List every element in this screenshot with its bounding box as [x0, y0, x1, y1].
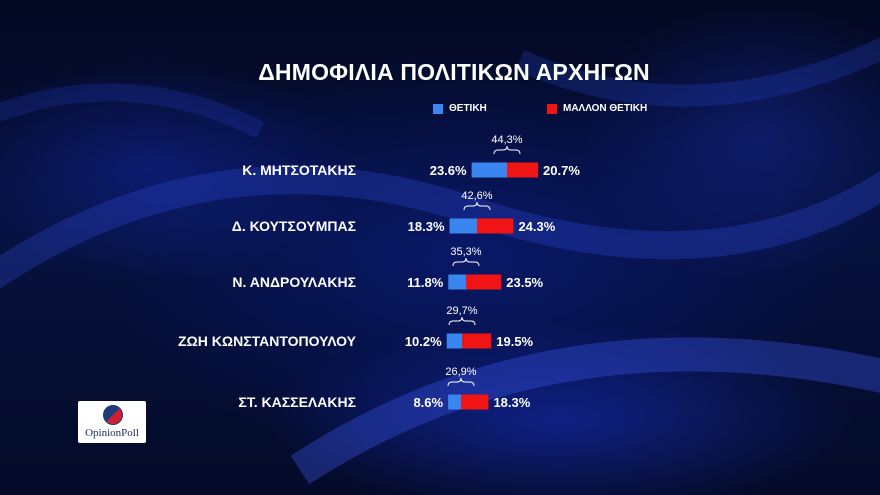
total-label: 26,9% [445, 366, 476, 378]
value-label-rather-positive: 18.3% [493, 395, 530, 410]
bar-positive [448, 394, 461, 410]
chart-title: ΔΗΜΟΦΙΛΙΑ ΠΟΛΙΤΙΚΩΝ ΑΡΧΗΓΩΝ [258, 59, 650, 85]
value-label-rather-positive: 24.3% [518, 219, 555, 234]
value-label-positive: 10.2% [405, 334, 442, 349]
bar-positive [471, 162, 507, 178]
total-brace [452, 257, 480, 267]
value-label-rather-positive: 20.7% [543, 163, 580, 178]
bar-rather-positive [507, 162, 539, 178]
total-brace [493, 145, 521, 155]
bar-rather-positive [461, 394, 489, 410]
value-label-positive: 23.6% [430, 163, 467, 178]
total-brace [447, 377, 475, 387]
legend-swatch-rather-positive [547, 103, 557, 114]
value-label-rather-positive: 19.5% [496, 334, 533, 349]
politician-name: Κ. ΜΗΤΣΟΤΑΚΗΣ [242, 162, 356, 178]
bar-rather-positive [477, 218, 514, 234]
total-label: 35,3% [450, 246, 481, 258]
opinionpoll-logo: OpinionPoll [78, 401, 146, 443]
legend-swatch-positive [433, 103, 443, 114]
legend-item-rather-positive: ΜΑΛΛΟΝ ΘΕΤΙΚΗ [547, 103, 647, 114]
bar-rather-positive [462, 333, 492, 349]
legend-item-positive: ΘΕΤΙΚΗ [433, 103, 487, 114]
value-label-positive: 18.3% [408, 219, 445, 234]
total-brace [463, 201, 491, 211]
politician-name: Ν. ΑΝΔΡΟΥΛΑΚΗΣ [232, 274, 356, 290]
value-label-positive: 11.8% [407, 275, 444, 290]
bar-positive [446, 333, 462, 349]
total-label: 42,6% [461, 190, 492, 202]
bar-rather-positive [466, 274, 502, 290]
legend-label-rather-positive: ΜΑΛΛΟΝ ΘΕΤΙΚΗ [563, 103, 648, 114]
total-label: 44,3% [491, 134, 522, 146]
politician-name: ΖΩΗ ΚΩΝΣΤΑΝΤΟΠΟΥΛΟΥ [178, 333, 357, 349]
logo-text: OpinionPoll [85, 427, 139, 439]
total-brace [448, 316, 476, 326]
bar-positive [448, 274, 466, 290]
total-label: 29,7% [446, 305, 477, 317]
value-label-positive: 8.6% [413, 395, 443, 410]
politician-name: ΣΤ. ΚΑΣΣΕΛΑΚΗΣ [238, 394, 356, 410]
logo-mark [103, 405, 123, 425]
value-label-rather-positive: 23.5% [506, 275, 543, 290]
bar-positive [449, 218, 477, 234]
legend-label-positive: ΘΕΤΙΚΗ [449, 103, 487, 114]
politician-name: Δ. ΚΟΥΤΣΟΥΜΠΑΣ [232, 218, 356, 234]
